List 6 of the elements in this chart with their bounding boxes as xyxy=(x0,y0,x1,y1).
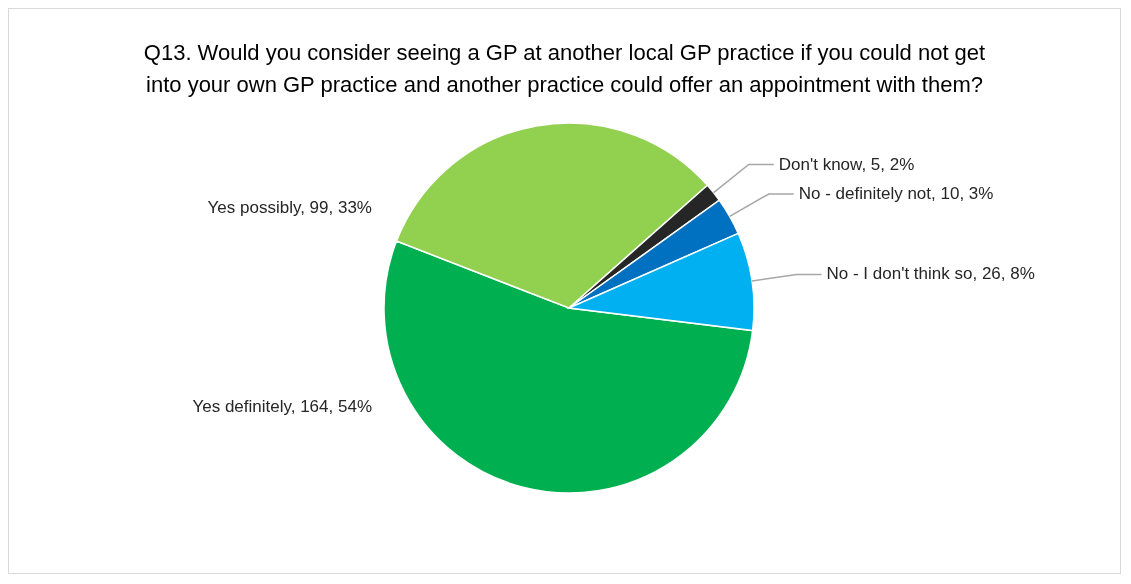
slice-label: Yes possibly, 99, 33% xyxy=(207,197,372,217)
slice-label: No - I don't think so, 26, 8% xyxy=(826,264,1035,284)
chart-title: Q13. Would you consider seeing a GP at another local GP practice if you could not get into your own GP practice and another practice could offer an appointment with them? xyxy=(142,39,987,99)
slice-label: Don't know, 5, 2% xyxy=(778,154,915,174)
slice-label: Yes definitely, 164, 54% xyxy=(192,396,372,416)
slice-label: No - definitely not, 10, 3% xyxy=(798,184,994,204)
